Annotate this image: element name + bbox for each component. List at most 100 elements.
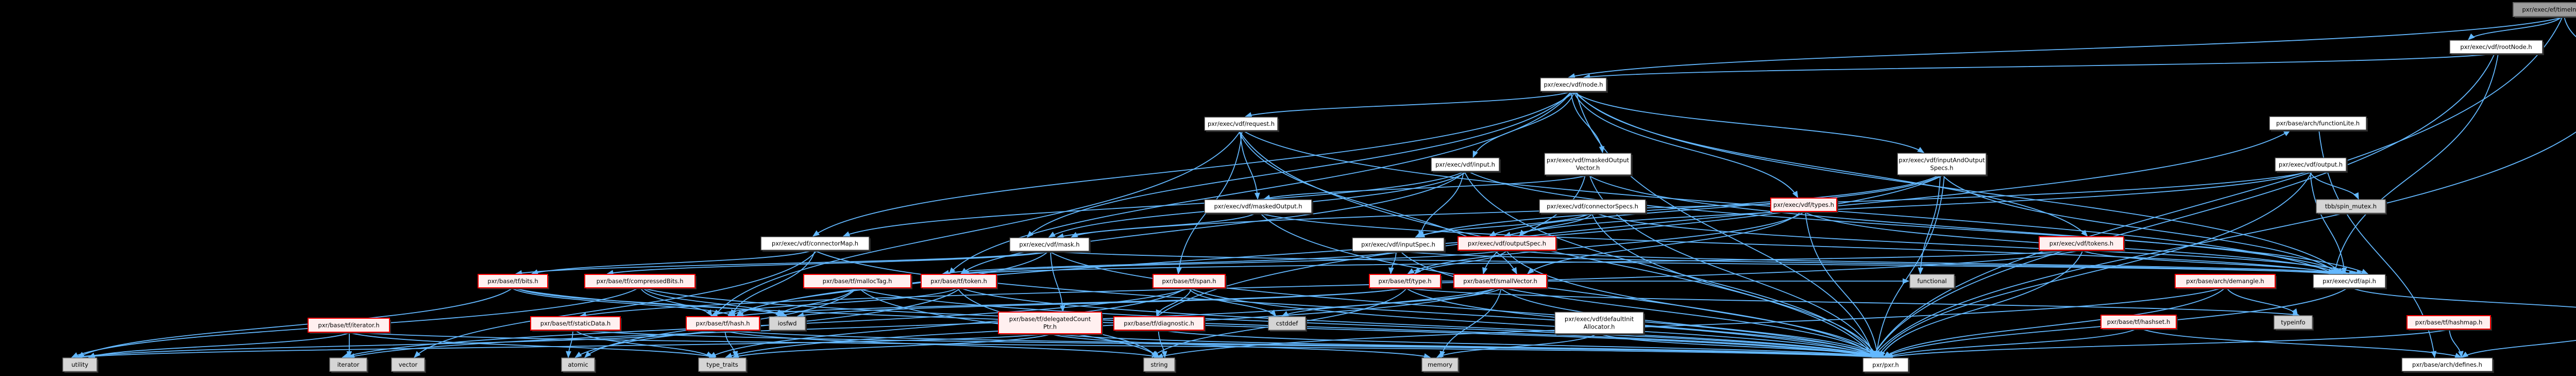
node-label: pxr/base/tf/mallocTag.h	[823, 277, 892, 285]
graph-node-typeinfo: typeinfo	[2274, 316, 2314, 331]
graph-node-output[interactable]: pxr/exec/vdf/output.h	[2275, 158, 2348, 173]
node-label: functional	[1917, 277, 1946, 285]
graph-node-archDefines[interactable]: pxr/base/arch/defines.h	[2402, 358, 2494, 373]
graph-edge-tokens-token	[963, 250, 2079, 274]
graph-edge-staticData-atomic	[568, 330, 573, 357]
node-label: typeinfo	[2281, 319, 2305, 326]
graph-node-mask[interactable]: pxr/exec/vdf/mask.h	[1010, 238, 1091, 253]
node-label: pxr/base/tf/compressedBits.h	[597, 277, 684, 285]
graph-node-hashset[interactable]: pxr/base/tf/hashset.h	[2101, 315, 2178, 330]
node-label: pxr/exec/vdf/api.h	[2323, 277, 2376, 285]
node-label: pxr/exec/vdf/output.h	[2279, 161, 2343, 168]
node-label: atomic	[568, 361, 588, 368]
node-label: pxr/base/arch/demangle.h	[2186, 277, 2264, 285]
graph-node-diagnostic[interactable]: pxr/base/tf/diagnostic.h	[1114, 317, 1206, 332]
graph-node-cstddef: cstddef	[1268, 317, 1307, 332]
graph-edge-mask-delegatedCountPtr	[1050, 251, 1063, 312]
graph-edge-rootNode-node	[1584, 54, 2496, 77]
graph-node-hashmap[interactable]: pxr/base/tf/hashmap.h	[2407, 316, 2492, 331]
graph-edge-output-spinMutex	[2310, 171, 2359, 199]
graph-node-tokens[interactable]: pxr/exec/vdf/tokens.h	[2039, 237, 2125, 252]
graph-node-staticData[interactable]: pxr/base/tf/staticData.h	[531, 317, 622, 332]
graph-edge-archExport-archDefines	[2462, 329, 2576, 357]
graph-edge-timeInputNode-rootNode	[2468, 17, 2562, 40]
node-label: pxr/exec/ef/timeInputNode.h	[2522, 6, 2576, 13]
node-label: pxr/base/tf/span.h	[1162, 277, 1216, 285]
graph-edge-hashmap-pxr	[1887, 329, 2451, 357]
graph-node-spinMutex: tbb/spin_mutex.h	[2316, 200, 2387, 215]
graph-edge-inputSpec-pxr	[1400, 251, 1879, 357]
node-label: utility	[72, 361, 89, 368]
node-label: pxr/base/tf/type.h	[1378, 277, 1431, 285]
graph-node-vector: vector	[392, 358, 426, 373]
graph-node-outputSpec[interactable]: pxr/exec/vdf/outputSpec.h	[1458, 237, 1557, 252]
graph-edge-hashmap-archDefines	[2449, 329, 2462, 357]
graph-node-token[interactable]: pxr/base/tf/token.h	[921, 274, 998, 289]
node-label: pxr/exec/vdf/request.h	[1208, 120, 1275, 127]
graph-node-pxr[interactable]: pxr/pxr.h	[1863, 358, 1910, 373]
graph-node-inputSpec[interactable]: pxr/exec/vdf/inputSpec.h	[1352, 238, 1446, 253]
node-label: pxr/exec/vdf/connectorMap.h	[772, 240, 858, 247]
node-label: vector	[399, 361, 418, 368]
graph-node-utility: utility	[63, 358, 98, 373]
edge-layer	[72, 17, 2576, 357]
node-label: pxr/exec/vdf/node.h	[1544, 81, 1603, 88]
node-label: pxr/exec/vdf/tokens.h	[2049, 240, 2113, 247]
graph-node-functional: functional	[1910, 274, 1956, 289]
graph-edge-hashset-archDefines	[2141, 329, 2461, 357]
graph-node-vdfApi[interactable]: pxr/exec/vdf/api.h	[2313, 274, 2387, 289]
graph-node-connectorMap[interactable]: pxr/exec/vdf/connectorMap.h	[761, 237, 871, 252]
graph-node-hash[interactable]: pxr/base/tf/hash.h	[686, 317, 761, 332]
node-label: pxr/base/arch/defines.h	[2412, 361, 2482, 368]
graph-edge-output-vdfApi	[2310, 171, 2345, 274]
graph-node-connectorSpecs[interactable]: pxr/exec/vdf/connectorSpecs.h	[1539, 200, 1647, 215]
graph-node-smallVector[interactable]: pxr/base/tf/smallVector.h	[1454, 274, 1548, 289]
graph-edge-outputSpec-vdfApi	[1510, 250, 2358, 274]
graph-node-functionLite[interactable]: pxr/base/arch/functionLite.h	[2269, 117, 2368, 132]
graph-edge-types-pxr	[1805, 211, 1878, 357]
node-label: pxr/exec/vdf/input.h	[1435, 161, 1495, 168]
node-label: pxr/exec/vdf/connectorSpecs.h	[1547, 203, 1638, 210]
node-label: tbb/spin_mutex.h	[2325, 203, 2377, 210]
graph-node-iosfwd: iosfwd	[769, 317, 807, 332]
graph-edge-node-request	[1245, 91, 1572, 117]
graph-node-type[interactable]: pxr/base/tf/type.h	[1369, 274, 1442, 289]
graph-node-node[interactable]: pxr/exec/vdf/node.h	[1540, 78, 1608, 93]
graph-edge-rootNode-pxr	[1873, 54, 2495, 357]
graph-edge-maskedOutput-mask	[1071, 213, 1256, 237]
node-label: iterator	[337, 361, 360, 368]
graph-node-request[interactable]: pxr/exec/vdf/request.h	[1205, 117, 1279, 132]
graph-node-types[interactable]: pxr/exec/vdf/types.h	[1771, 198, 1838, 213]
graph-node-maskedOutput[interactable]: pxr/exec/vdf/maskedOutput.h	[1205, 200, 1313, 215]
node-label: pxr/base/tf/diagnostic.h	[1124, 320, 1194, 327]
graph-node-rootNode[interactable]: pxr/exec/vdf/rootNode.h	[2450, 40, 2544, 55]
graph-node-demangle[interactable]: pxr/base/arch/demangle.h	[2175, 274, 2277, 289]
graph-node-mallocTag[interactable]: pxr/base/tf/mallocTag.h	[804, 274, 912, 289]
graph-node-iterator_tf[interactable]: pxr/base/tf/iterator.h	[308, 318, 391, 334]
node-label: pxr/base/tf/bits.h	[487, 277, 538, 285]
node-label: pxr/exec/vdf/maskedOutput.h	[1214, 203, 1302, 210]
node-label: pxr/base/arch/functionLite.h	[2276, 120, 2360, 127]
graph-edge-node-inputAndOutputSpecs	[1573, 91, 1924, 153]
graph-node-span[interactable]: pxr/base/tf/span.h	[1153, 274, 1227, 289]
node-label: iosfwd	[778, 320, 797, 327]
graph-node-atomic: atomic	[562, 358, 596, 373]
graph-node-memory: memory	[1422, 358, 1460, 373]
graph-node-timeInputNode: pxr/exec/ef/timeInputNode.h	[2513, 3, 2576, 18]
graph-node-bits[interactable]: pxr/base/tf/bits.h	[478, 274, 549, 289]
node-label: pxr/base/tf/hashset.h	[2107, 318, 2171, 325]
graph-node-type_traits: type_traits	[699, 358, 748, 373]
graph-node-input[interactable]: pxr/exec/vdf/input.h	[1431, 158, 1501, 173]
graph-node-compressedBits[interactable]: pxr/base/tf/compressedBits.h	[585, 274, 697, 289]
graph-edge-connectorMap-bits	[532, 250, 813, 274]
node-label: pxr/base/tf/iterator.h	[318, 322, 379, 329]
node-label: pxr/exec/vdf/rootNode.h	[2460, 43, 2532, 51]
graph-edge-vdfApi-archExport	[2351, 288, 2576, 315]
graph-edge-timeInputNode-node	[1569, 17, 2566, 77]
node-label: pxr/exec/vdf/inputSpec.h	[1361, 241, 1435, 248]
